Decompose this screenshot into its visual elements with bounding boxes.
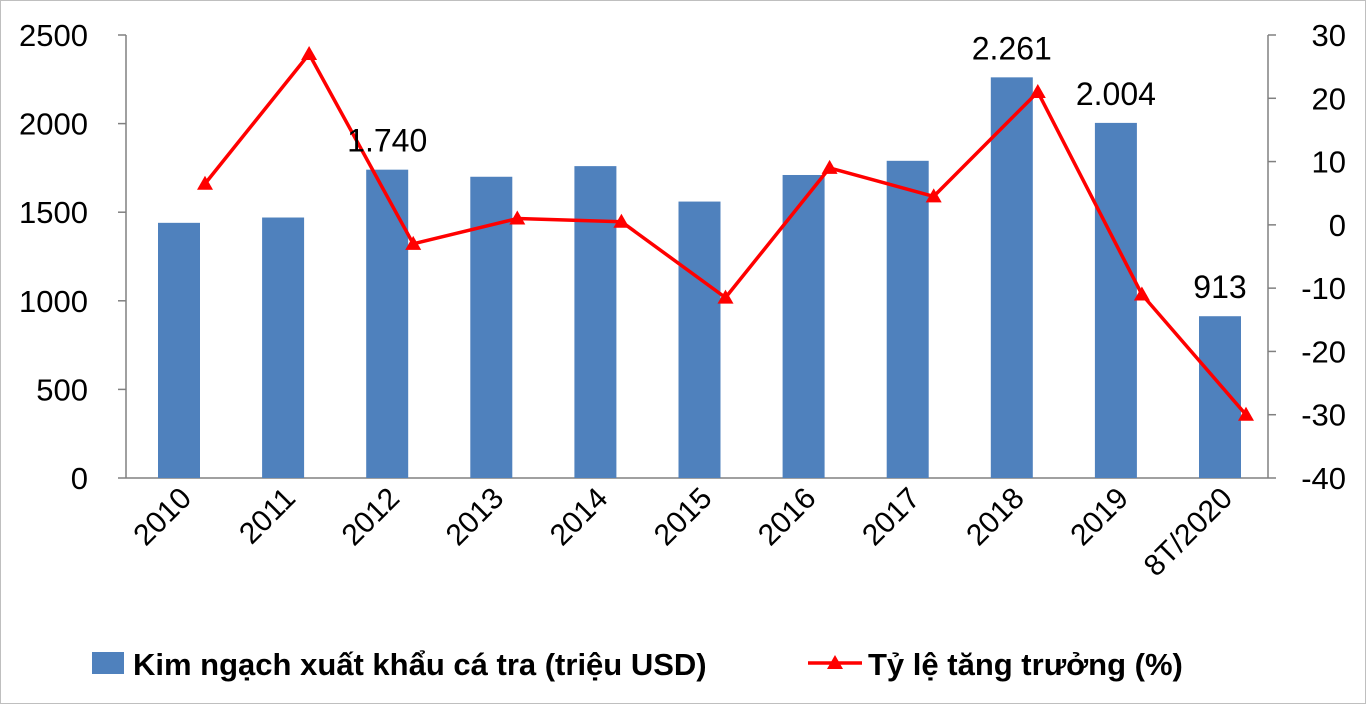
triangle-marker [405,235,422,250]
triangle-marker [925,188,942,203]
triangle-marker [717,289,734,304]
triangle-marker [613,213,630,228]
left-tick-label: 1500 [19,195,88,230]
legend-line-marker-icon [827,655,843,669]
bar-series [158,77,1241,479]
right-tick-label: 20 [1312,81,1346,116]
triangle-marker [1133,286,1150,301]
bar [1199,316,1241,478]
category-label: 2013 [440,482,511,553]
category-label: 2016 [752,482,823,553]
bar-data-label: 2.261 [972,30,1052,66]
bar [886,160,929,478]
triangle-marker [1238,406,1254,421]
right-tick-label: -40 [1301,461,1346,496]
category-label: 2018 [960,482,1031,553]
triangle-marker [301,45,318,60]
right-tick-label: 10 [1312,145,1346,180]
data-labels: 1.740 2.261 2.004 913 [347,30,1247,305]
growth-line-series [197,45,1254,421]
bar-data-label: 1.740 [347,123,427,159]
category-label: 2017 [856,482,927,553]
right-tick-label: -30 [1301,398,1346,433]
bar-data-label: 2.004 [1076,76,1156,112]
bar [782,174,825,478]
bar [262,217,305,479]
bar-data-label: 913 [1193,269,1246,305]
bar [366,169,409,478]
bar [158,222,200,478]
triangle-marker [1029,83,1046,98]
category-label: 2015 [648,482,719,553]
left-tick-label: 500 [36,372,88,407]
legend-bar-label: Kim ngạch xuất khẩu cá tra (triệu USD) [133,647,707,682]
category-label: 8T/2020 [1138,482,1239,583]
legend-bar-swatch [92,652,124,674]
triangle-marker [509,210,526,225]
bar [678,201,721,478]
bar [1094,122,1137,478]
bar [574,166,617,479]
left-tick-label: 2500 [19,18,88,53]
legend: Kim ngạch xuất khẩu cá tra (triệu USD) T… [92,647,1183,682]
left-tick-label: 0 [71,461,88,496]
category-label: 2010 [127,482,198,553]
right-tick-label: -10 [1301,271,1346,306]
triangle-marker [197,175,213,190]
category-label: 2011 [233,482,302,551]
right-tick-label: -20 [1301,334,1346,369]
category-label: 2019 [1064,482,1135,553]
left-tick-label: 1000 [19,284,88,319]
category-label: 2012 [336,482,407,553]
category-label: 2014 [544,482,615,553]
right-tick-label: 30 [1312,18,1346,53]
left-tick-label: 2000 [19,107,88,142]
bar [990,77,1033,478]
legend-line-label: Tỷ lệ tăng trưởng (%) [868,647,1183,682]
triangle-marker [821,159,838,174]
right-tick-label: 0 [1329,208,1346,243]
